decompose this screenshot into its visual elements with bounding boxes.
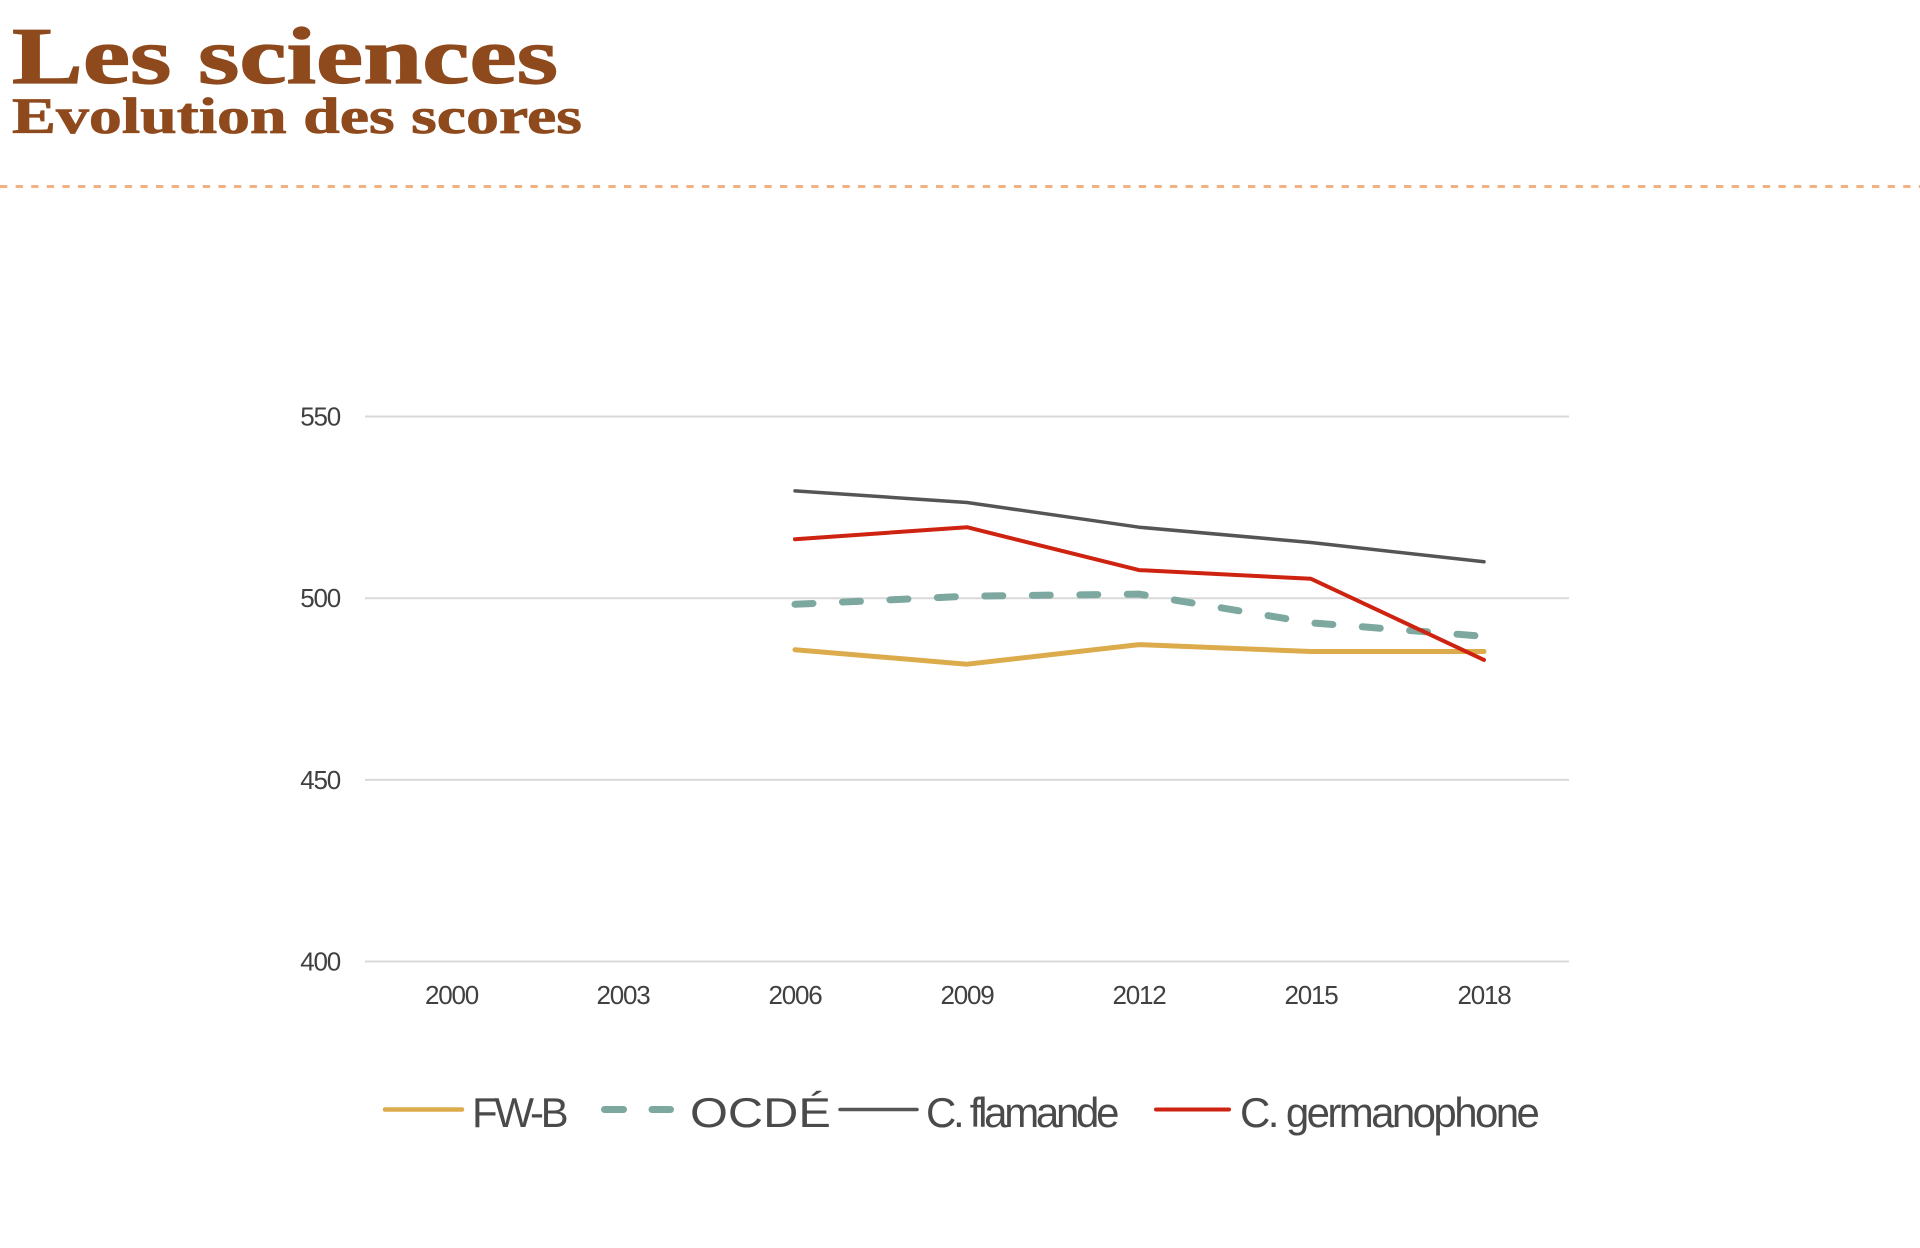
svg-text:2018: 2018	[1457, 980, 1511, 1010]
svg-text:450: 450	[300, 765, 341, 795]
svg-text:C. flamande: C. flamande	[926, 1089, 1118, 1136]
svg-text:OCDÉ: OCDÉ	[690, 1089, 831, 1136]
svg-text:500: 500	[300, 583, 341, 613]
svg-text:400: 400	[300, 947, 341, 977]
svg-text:C. germanophone: C. germanophone	[1240, 1089, 1538, 1136]
svg-text:2003: 2003	[596, 980, 650, 1010]
svg-text:2012: 2012	[1112, 980, 1166, 1010]
svg-text:FW-B: FW-B	[472, 1089, 567, 1136]
svg-text:550: 550	[300, 402, 341, 432]
svg-text:2000: 2000	[425, 980, 479, 1010]
svg-text:2009: 2009	[940, 980, 994, 1010]
svg-text:2015: 2015	[1284, 980, 1338, 1010]
svg-text:2006: 2006	[768, 980, 822, 1010]
